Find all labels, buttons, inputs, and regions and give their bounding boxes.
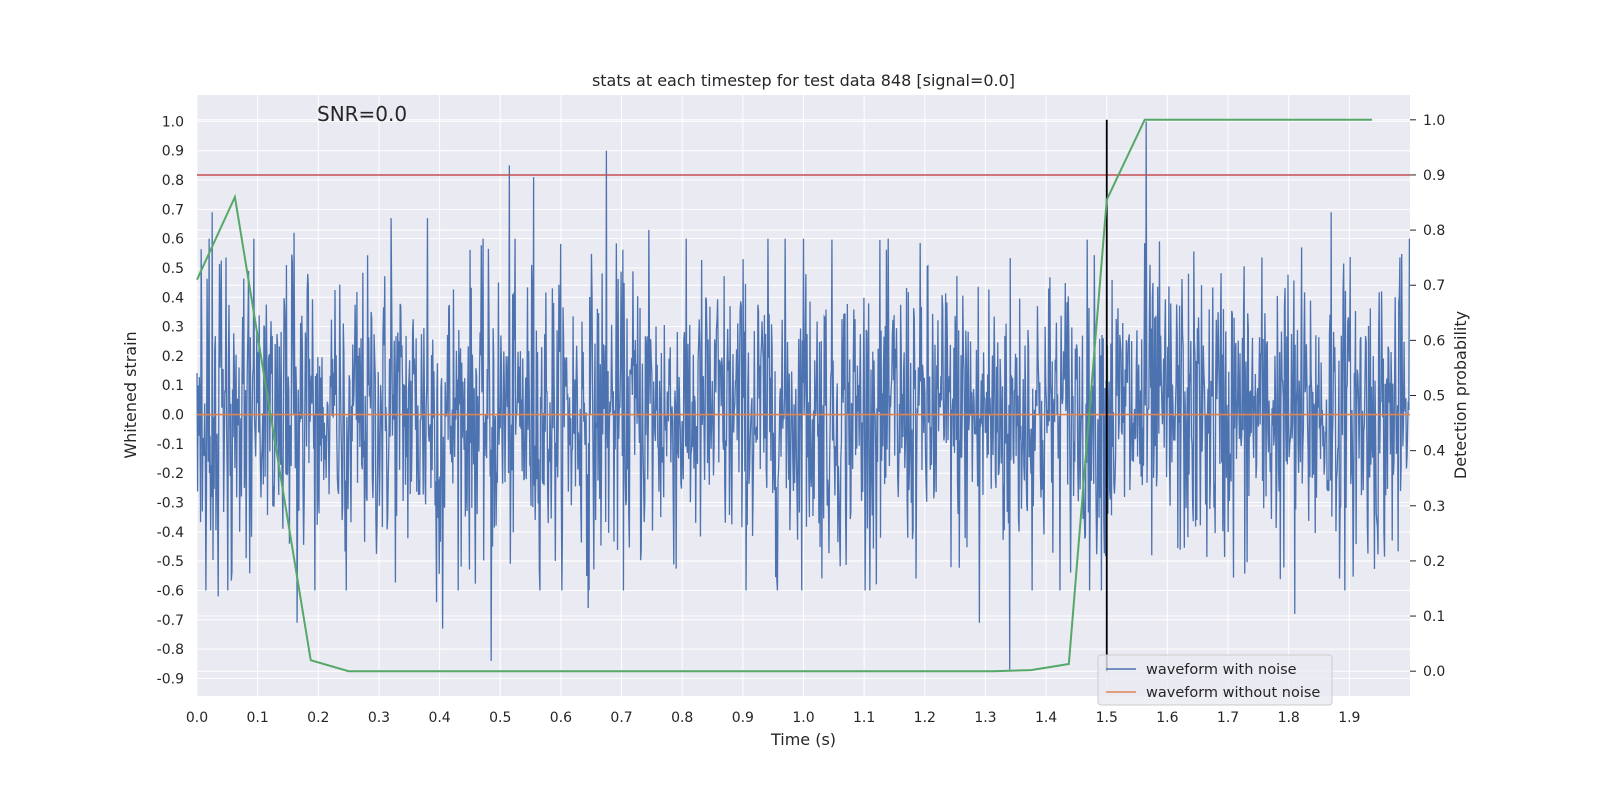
legend-box [1097, 654, 1333, 706]
series-layer [196, 118, 1411, 673]
x-tick-label: 1.7 [1217, 710, 1239, 726]
y-left-tick-label: -0.8 [157, 642, 184, 658]
y-left-tick-label: -0.5 [157, 554, 184, 570]
x-tick-label: 0.5 [489, 710, 511, 726]
y-left-tick-label: -0.4 [157, 525, 184, 541]
x-tick-label: 1.0 [792, 710, 814, 726]
y-left-tick-label: -0.7 [157, 613, 184, 629]
y-right-tick-label: 0.1 [1423, 609, 1445, 625]
x-tick-label: 1.5 [1096, 710, 1118, 726]
series-detection-probability [196, 118, 1373, 673]
x-tick-label: 0.6 [550, 710, 572, 726]
y-right-tick-label: 0.9 [1423, 168, 1445, 184]
y-left-tick-label: 0.3 [162, 320, 184, 336]
legend-label-noise: waveform with noise [1146, 662, 1297, 678]
y-left-tick-label: -0.2 [157, 466, 184, 482]
x-tick-label: 0.4 [428, 710, 450, 726]
x-tick-label: 1.8 [1278, 710, 1300, 726]
y-right-tick-label: 0.7 [1423, 278, 1445, 294]
x-tick-label: 1.2 [914, 710, 936, 726]
legend-label-clean: waveform without noise [1146, 685, 1320, 701]
y-right-tick-label: 0.2 [1423, 554, 1445, 570]
y-left-tick-label: 1.0 [162, 114, 184, 130]
x-tick-label: 0.3 [368, 710, 390, 726]
x-tick-label: 0.2 [307, 710, 329, 726]
y-right-tick-label: 0.4 [1423, 444, 1445, 460]
y-axis-label-left: Whitened strain [121, 331, 140, 458]
chart-title: stats at each timestep for test data 848… [592, 71, 1015, 90]
y-left-tick-label: 0.7 [162, 202, 184, 218]
y-right-tick-label: 0.3 [1423, 499, 1445, 515]
y-right-tick-label: 1.0 [1423, 113, 1445, 129]
ticks: 0.0 0.1 0.2 0.3 0.4 0.5 0.6 0.7 0.8 0.9 1.0 1.1 1.2 1… [157, 113, 1446, 726]
x-tick-label: 1.9 [1338, 710, 1360, 726]
y-left-tick-label: 0.6 [162, 232, 184, 248]
y-right-tick-label: 0.8 [1423, 223, 1445, 239]
y-left-tick-label: 0.8 [162, 173, 184, 189]
x-tick-label: 1.4 [1035, 710, 1057, 726]
y-left-tick-label: 0.1 [162, 378, 184, 394]
x-tick-label: 1.6 [1156, 710, 1178, 726]
y-left-tick-label: -0.1 [157, 437, 184, 453]
y-left-tick-label: 0.9 [162, 144, 184, 160]
x-tick-label: 0.8 [671, 710, 693, 726]
y-left-tick-label: 0.2 [162, 349, 184, 365]
x-tick-label: 1.1 [853, 710, 875, 726]
x-tick-label: 0.9 [732, 710, 754, 726]
y-left-tick-label: 0.4 [162, 290, 184, 306]
x-tick-label: 1.3 [974, 710, 996, 726]
snr-annotation: SNR=0.0 [317, 102, 407, 126]
y-right-tick-label: 0.0 [1423, 664, 1445, 680]
x-tick-label: 0.0 [186, 710, 208, 726]
y-right-tick-label: 0.5 [1423, 389, 1445, 405]
y-left-tick-label: -0.9 [157, 671, 184, 687]
legend: waveform with noise waveform without noi… [1097, 654, 1333, 706]
y-left-tick-label: 0.0 [162, 408, 184, 424]
y-left-tick-label: 0.5 [162, 261, 184, 277]
x-tick-label: 0.7 [610, 710, 632, 726]
series-waveform-with-noise [196, 121, 1411, 670]
y-axis-label-right: Detection probability [1451, 311, 1470, 479]
y-right-tick-label: 0.6 [1423, 333, 1445, 349]
x-tick-label: 0.1 [247, 710, 269, 726]
y-left-tick-label: -0.3 [157, 496, 184, 512]
x-axis-label: Time (s) [770, 730, 836, 749]
y-left-tick-label: -0.6 [157, 583, 184, 599]
